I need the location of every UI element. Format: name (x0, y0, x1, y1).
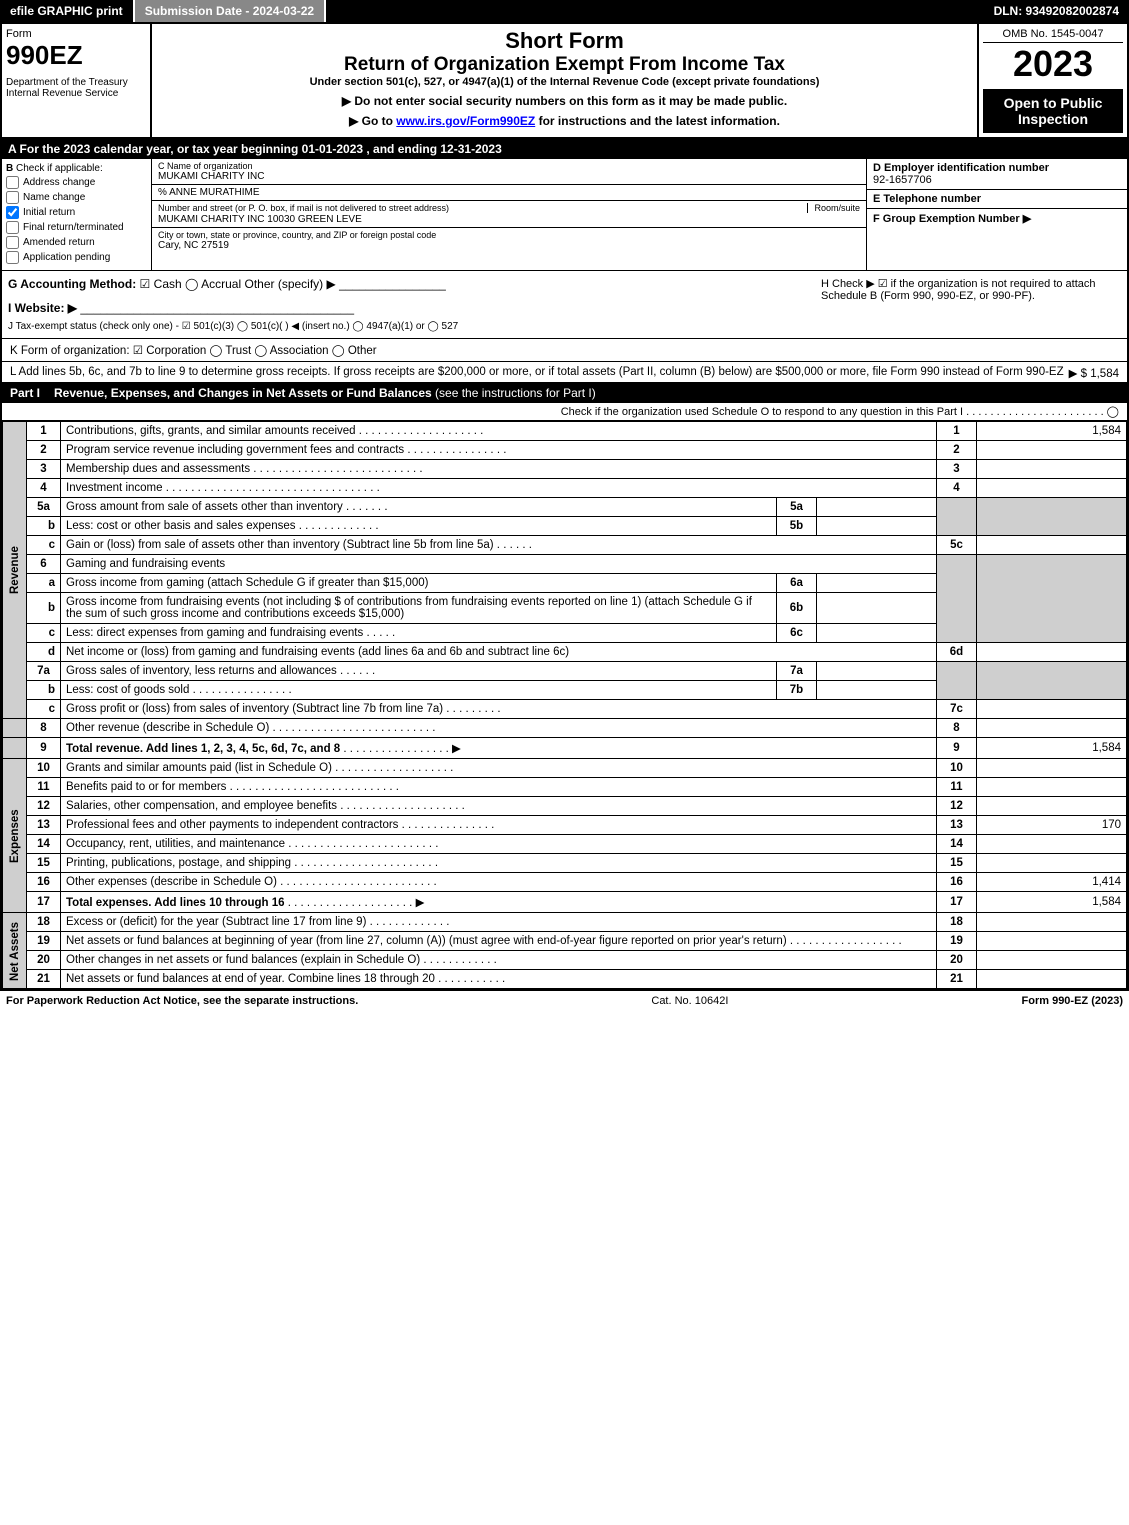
part-1-header: Part I Revenue, Expenses, and Changes in… (2, 383, 1127, 403)
line-7a: 7aGross sales of inventory, less returns… (3, 662, 1127, 681)
under-section: Under section 501(c), 527, or 4947(a)(1)… (156, 76, 973, 88)
arrow-icon: ▶ (452, 743, 461, 755)
line-13: 13Professional fees and other payments t… (3, 816, 1127, 835)
sidelabel-net-assets: Net Assets (3, 913, 27, 989)
dept-label: Department of the Treasury (6, 77, 146, 88)
line-10: Expenses 10Grants and similar amounts pa… (3, 759, 1127, 778)
line-12: 12Salaries, other compensation, and empl… (3, 797, 1127, 816)
row-k-form-org: K Form of organization: ☑ Corporation ◯ … (2, 339, 1127, 362)
form-990ez: Form 990EZ Department of the Treasury In… (0, 22, 1129, 991)
instr-ssn: ▶ Do not enter social security numbers o… (156, 94, 973, 108)
chk-initial-return[interactable]: Initial return (6, 206, 147, 219)
irs-link[interactable]: www.irs.gov/Form990EZ (396, 114, 535, 128)
line-1: Revenue 1Contributions, gifts, grants, a… (3, 422, 1127, 441)
section-b-checkboxes: B Check if applicable: Address change Na… (2, 159, 152, 270)
form-word: Form (6, 28, 146, 40)
line-11: 11Benefits paid to or for members . . . … (3, 778, 1127, 797)
g-cash: Cash (154, 277, 182, 291)
l-amount: ▶ $ 1,584 (1069, 366, 1119, 380)
g-label: G Accounting Method: (8, 277, 136, 291)
section-def: D Employer identification number92-16577… (867, 159, 1127, 270)
row-l-gross-receipts: L Add lines 5b, 6c, and 7b to line 9 to … (2, 362, 1127, 383)
tax-year: 2023 (983, 43, 1123, 85)
chk-name-change[interactable]: Name change (6, 191, 147, 204)
irs-label: Internal Revenue Service (6, 88, 146, 99)
line-15: 15Printing, publications, postage, and s… (3, 854, 1127, 873)
part-1-subtitle: (see the instructions for Part I) (435, 386, 596, 400)
chk-address-change[interactable]: Address change (6, 176, 147, 189)
efile-print-button[interactable]: efile GRAPHIC print (0, 0, 135, 22)
line-17: 17Total expenses. Add lines 10 through 1… (3, 892, 1127, 913)
sidelabel-expenses: Expenses (3, 759, 27, 913)
footer-right: Form 990-EZ (2023) (1022, 995, 1123, 1007)
group-exemption-label: F Group Exemption Number ▶ (873, 213, 1031, 225)
line-5a: 5aGross amount from sale of assets other… (3, 498, 1127, 517)
line-6d: dNet income or (loss) from gaming and fu… (3, 643, 1127, 662)
line-19: 19Net assets or fund balances at beginni… (3, 932, 1127, 951)
g-accrual: Accrual (201, 277, 241, 291)
instr-goto: ▶ Go to www.irs.gov/Form990EZ for instru… (156, 114, 973, 128)
line-3: 3Membership dues and assessments . . . .… (3, 460, 1127, 479)
line-9: 9Total revenue. Add lines 1, 2, 3, 4, 5c… (3, 738, 1127, 759)
chk-final-return[interactable]: Final return/terminated (6, 221, 147, 234)
line-4: 4Investment income . . . . . . . . . . .… (3, 479, 1127, 498)
row-h-schedule-b: H Check ▶ ☑ if the organization is not r… (821, 277, 1121, 332)
line-6: 6Gaming and fundraising events (3, 555, 1127, 574)
b-check-if: Check if applicable: (16, 163, 103, 174)
instr-goto-post: for instructions and the latest informat… (535, 114, 780, 128)
g-other: Other (specify) ▶ (244, 277, 335, 291)
submission-date: Submission Date - 2024-03-22 (135, 0, 326, 22)
title-block: Short Form Return of Organization Exempt… (152, 24, 977, 137)
omb-number: OMB No. 1545-0047 (983, 28, 1123, 43)
ein-value: 92-1657706 (873, 174, 932, 186)
line-16: 16Other expenses (describe in Schedule O… (3, 873, 1127, 892)
open-to-public: Open to Public Inspection (983, 89, 1123, 133)
street-value: MUKAMI CHARITY INC 10030 GREEN LEVE (158, 214, 860, 225)
line-21: 21Net assets or fund balances at end of … (3, 970, 1127, 989)
b-letter: B (6, 163, 13, 174)
part-1-check-o: Check if the organization used Schedule … (2, 403, 1127, 421)
form-id-block: Form 990EZ Department of the Treasury In… (2, 24, 152, 137)
arrow-icon: ▶ (416, 897, 425, 909)
chk-amended-return[interactable]: Amended return (6, 236, 147, 249)
dln-label: DLN: 93492082002874 (984, 0, 1129, 22)
footer-left: For Paperwork Reduction Act Notice, see … (6, 995, 358, 1007)
instr-goto-pre: ▶ Go to (349, 114, 396, 128)
row-a-tax-year: A For the 2023 calendar year, or tax yea… (2, 139, 1127, 159)
street-label: Number and street (or P. O. box, if mail… (158, 203, 449, 213)
short-form-title: Short Form (156, 28, 973, 54)
row-g-accounting: G Accounting Method: ☑ Cash ◯ Accrual Ot… (8, 277, 821, 332)
c-name-label: C Name of organization (158, 161, 860, 171)
footer-catno: Cat. No. 10642I (358, 995, 1021, 1007)
top-bar: efile GRAPHIC print Submission Date - 20… (0, 0, 1129, 22)
tel-label: E Telephone number (873, 193, 981, 205)
city-value: Cary, NC 27519 (158, 240, 860, 251)
line-14: 14Occupancy, rent, utilities, and mainte… (3, 835, 1127, 854)
lines-table: Revenue 1Contributions, gifts, grants, a… (2, 421, 1127, 989)
l-text: L Add lines 5b, 6c, and 7b to line 9 to … (10, 366, 1064, 378)
sidelabel-revenue: Revenue (3, 422, 27, 719)
room-label: Room/suite (807, 203, 860, 213)
part-1-title: Revenue, Expenses, and Changes in Net As… (54, 386, 432, 400)
form-number: 990EZ (6, 40, 146, 71)
line-5c: cGain or (loss) from sale of assets othe… (3, 536, 1127, 555)
chk-application-pending[interactable]: Application pending (6, 251, 147, 264)
row-j-tax-exempt: J Tax-exempt status (check only one) - ☑… (8, 321, 821, 332)
care-of: % ANNE MURATHIME (152, 185, 866, 201)
part-1-num: Part I (10, 386, 40, 400)
line-2: 2Program service revenue including gover… (3, 441, 1127, 460)
ein-label: D Employer identification number (873, 162, 1049, 174)
return-title: Return of Organization Exempt From Incom… (156, 54, 973, 76)
city-label: City or town, state or province, country… (158, 230, 860, 240)
section-c-org-info: C Name of organization MUKAMI CHARITY IN… (152, 159, 867, 270)
row-i-website: I Website: ▶ (8, 301, 77, 315)
page-footer: For Paperwork Reduction Act Notice, see … (0, 991, 1129, 1011)
line-8: 8Other revenue (describe in Schedule O) … (3, 719, 1127, 738)
org-name: MUKAMI CHARITY INC (158, 171, 860, 182)
line-7c: cGross profit or (loss) from sales of in… (3, 700, 1127, 719)
line-20: 20Other changes in net assets or fund ba… (3, 951, 1127, 970)
year-block: OMB No. 1545-0047 2023 Open to Public In… (977, 24, 1127, 137)
line-18: Net Assets 18Excess or (deficit) for the… (3, 913, 1127, 932)
